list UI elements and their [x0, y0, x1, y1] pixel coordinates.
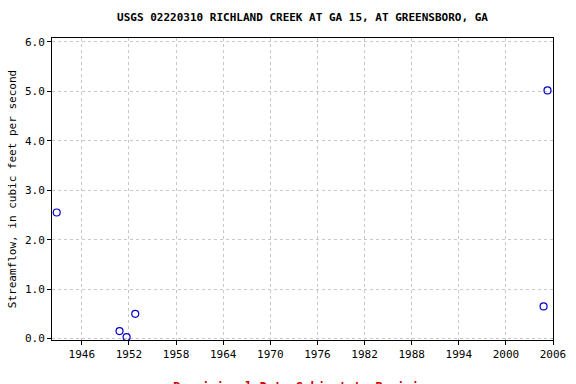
svg-text:5.0: 5.0: [25, 85, 45, 98]
svg-text:6.0: 6.0: [25, 36, 45, 49]
svg-text:1970: 1970: [257, 348, 284, 361]
svg-text:1988: 1988: [398, 348, 425, 361]
svg-text:1982: 1982: [351, 348, 378, 361]
svg-text:1952: 1952: [116, 348, 143, 361]
svg-text:Streamflow, in cubic feet per: Streamflow, in cubic feet per second: [6, 70, 19, 308]
svg-text:2.0: 2.0: [25, 234, 45, 247]
svg-text:1994: 1994: [446, 348, 473, 361]
svg-text:---- Provisional Data Subject: ---- Provisional Data Subject to Revisio…: [137, 380, 469, 384]
svg-text:0.0: 0.0: [25, 332, 45, 345]
svg-text:1946: 1946: [69, 348, 96, 361]
svg-text:1976: 1976: [304, 348, 331, 361]
svg-text:1.0: 1.0: [25, 283, 45, 296]
svg-text:2000: 2000: [493, 348, 520, 361]
svg-text:USGS 02220310 RICHLAND CREEK A: USGS 02220310 RICHLAND CREEK AT GA 15, A…: [117, 11, 488, 24]
svg-text:3.0: 3.0: [25, 184, 45, 197]
svg-text:1964: 1964: [210, 348, 237, 361]
svg-text:4.0: 4.0: [25, 135, 45, 148]
svg-text:2006: 2006: [540, 348, 567, 361]
svg-text:1958: 1958: [163, 348, 190, 361]
